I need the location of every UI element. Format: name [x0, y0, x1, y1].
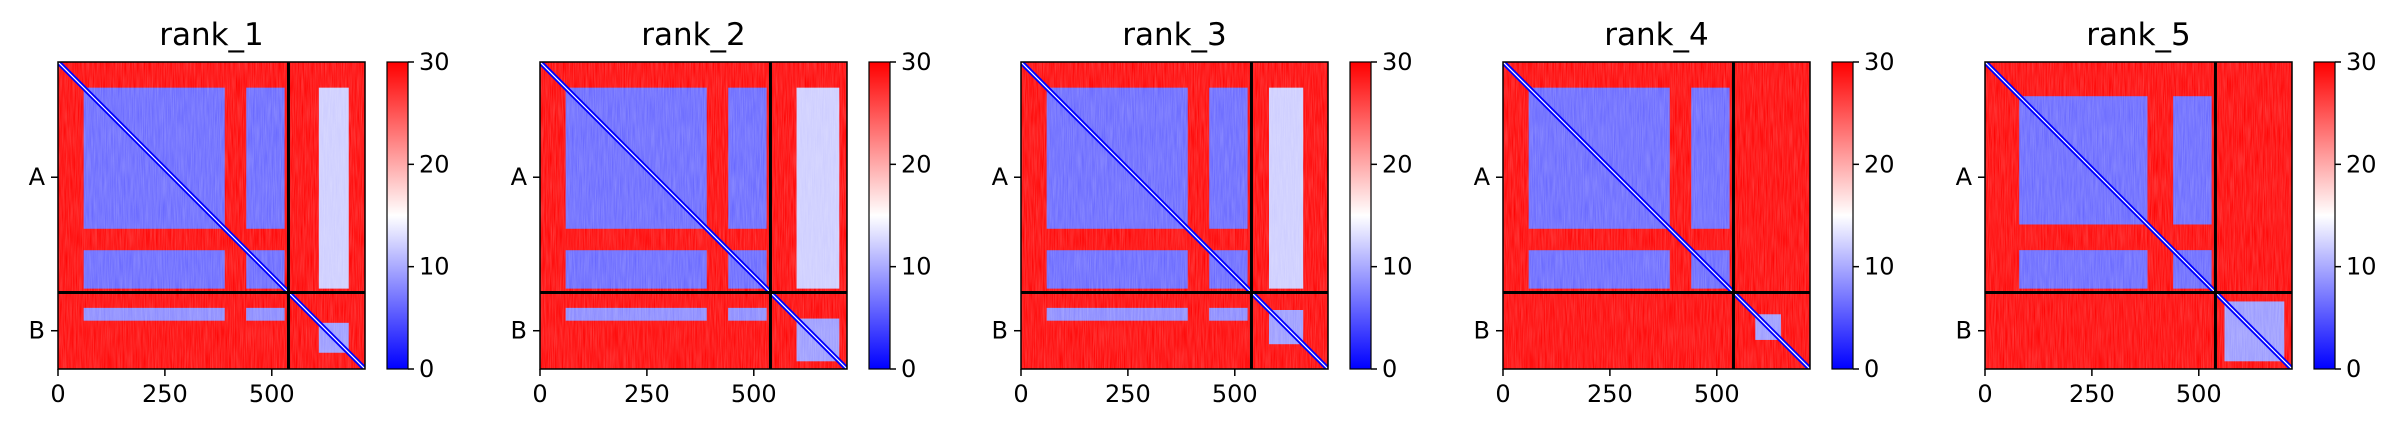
y-chain-label: A: [992, 163, 1009, 191]
x-tick-label: 0: [1013, 380, 1028, 408]
heatmap-panel-4: rank_4 0 250 500 A B 0 10 20 30: [1474, 17, 1895, 408]
x-tick-label: 0: [1495, 380, 1510, 408]
colorbar: [868, 61, 891, 370]
x-tick-label: 250: [2069, 380, 2115, 408]
colorbar-tick-label: 20: [1864, 150, 1895, 178]
colorbar-tick-label: 20: [2346, 150, 2377, 178]
colorbar-tick-label: 30: [901, 48, 932, 76]
plot-frame: [1502, 61, 1811, 370]
diagonal-core: [58, 62, 365, 369]
panel-title: rank_3: [1122, 17, 1227, 53]
y-chain-label: B: [511, 317, 527, 345]
colorbar-tick-label: 20: [1382, 150, 1413, 178]
diagonal-core: [1021, 62, 1328, 369]
colorbar-tick-label: 0: [1864, 355, 1879, 383]
colorbar-tick-label: 10: [901, 253, 932, 281]
y-chain-label: A: [1956, 163, 1973, 191]
colorbar-tick-label: 30: [1864, 48, 1895, 76]
x-tick-label: 250: [624, 380, 670, 408]
heatmap-panel-3: rank_3 0 250 500 A B 0 10 20 30: [992, 17, 1413, 408]
heatmap-panel-1: rank_1 0 250 500 A B 0 10 20 30: [29, 17, 450, 408]
colorbar-tick-label: 20: [901, 150, 932, 178]
x-tick-label: 250: [1105, 380, 1151, 408]
plot-frame: [1984, 61, 2293, 370]
diagonal-core: [1503, 62, 1810, 369]
colorbar-tick-label: 10: [2346, 253, 2377, 281]
panel-title: rank_2: [641, 17, 746, 53]
heatmap-panel-5: rank_5 0 250 500 A B 0 10 20 30: [1956, 17, 2377, 408]
x-tick-label: 0: [50, 380, 65, 408]
y-chain-label: B: [29, 317, 45, 345]
y-chain-label: B: [992, 317, 1008, 345]
plot-frame: [539, 61, 848, 370]
diagonal-core: [540, 62, 847, 369]
y-chain-label: A: [1474, 163, 1491, 191]
y-chain-label: A: [511, 163, 528, 191]
x-tick-label: 0: [532, 380, 547, 408]
heatmap-cells: [540, 62, 847, 369]
x-tick-label: 500: [1694, 380, 1740, 408]
colorbar: [1349, 61, 1372, 370]
x-tick-label: 500: [249, 380, 295, 408]
colorbar-tick-label: 30: [2346, 48, 2377, 76]
x-tick-label: 500: [1212, 380, 1258, 408]
plot-frame: [57, 61, 366, 370]
heatmap-panel-2: rank_2 0 250 500 A B 0 10 20 30: [511, 17, 932, 408]
heatmap-cells: [1985, 62, 2292, 369]
colorbar: [386, 61, 409, 370]
heatmap-cells: [1503, 62, 1810, 369]
y-chain-label: B: [1956, 317, 1972, 345]
diagonal-core: [1985, 62, 2292, 369]
panel-title: rank_5: [2086, 17, 2191, 53]
x-tick-label: 0: [1977, 380, 1992, 408]
colorbar-tick-label: 0: [1382, 355, 1397, 383]
colorbar-tick-label: 30: [419, 48, 450, 76]
colorbar: [2313, 61, 2336, 370]
colorbar: [1831, 61, 1854, 370]
x-tick-label: 500: [2176, 380, 2222, 408]
x-tick-label: 250: [142, 380, 188, 408]
y-chain-label: A: [29, 163, 46, 191]
colorbar-tick-label: 30: [1382, 48, 1413, 76]
colorbar-tick-label: 10: [1864, 253, 1895, 281]
colorbar-tick-label: 10: [1382, 253, 1413, 281]
panel-title: rank_1: [159, 17, 264, 53]
colorbar-tick-label: 0: [901, 355, 916, 383]
x-tick-label: 500: [731, 380, 777, 408]
colorbar-tick-label: 20: [419, 150, 450, 178]
panel-title: rank_4: [1604, 17, 1709, 53]
heatmap-cells: [58, 62, 365, 369]
colorbar-tick-label: 0: [2346, 355, 2361, 383]
plot-frame: [1020, 61, 1329, 370]
colorbar-tick-label: 0: [419, 355, 434, 383]
heatmap-cells: [1021, 62, 1328, 369]
y-chain-label: B: [1474, 317, 1490, 345]
colorbar-tick-label: 10: [419, 253, 450, 281]
x-tick-label: 250: [1587, 380, 1633, 408]
